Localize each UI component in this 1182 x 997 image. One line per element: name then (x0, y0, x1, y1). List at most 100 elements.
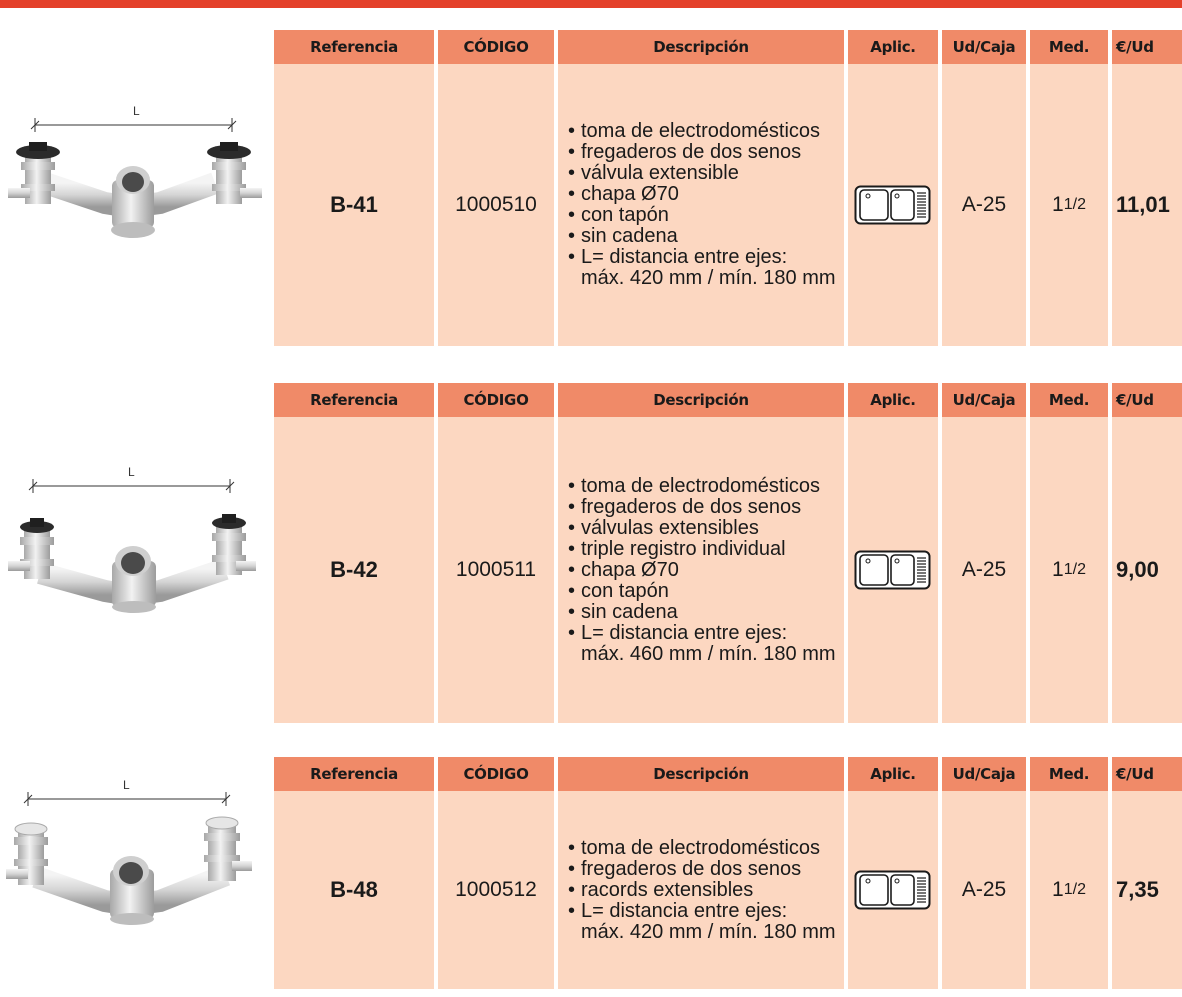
list-item: chapa Ø70 (568, 559, 842, 581)
list-item: con tapón (568, 205, 842, 227)
description-list: toma de electrodomésticos fregaderos de … (560, 837, 842, 943)
header-descripcion: Descripción (558, 30, 844, 64)
siphon-drawing: L (8, 465, 256, 613)
header-ud-caja: Ud/Caja (942, 383, 1026, 417)
descripcion-cell: toma de electrodomésticos fregaderos de … (558, 64, 844, 346)
header-referencia: Referencia (274, 30, 434, 64)
header-precio: €/Ud (1112, 757, 1182, 791)
referencia-value: B-42 (274, 417, 434, 723)
dimension-label: L (123, 778, 130, 792)
list-item: sin cadena (568, 601, 842, 623)
product-b48: L Referencia CÓDIGO Descripción Aplic. U… (0, 757, 1182, 989)
med-fraction: 1/2 (1063, 881, 1086, 898)
header-precio: €/Ud (1112, 383, 1182, 417)
list-item: válvula extensible (568, 163, 842, 185)
top-accent-bar (0, 0, 1182, 8)
med-fraction: 1/2 (1063, 196, 1086, 213)
med-value: 1 1/2 (1030, 417, 1108, 723)
description-list: toma de electrodomésticos fregaderos de … (560, 475, 842, 665)
header-descripcion: Descripción (558, 757, 844, 791)
header-ud-caja: Ud/Caja (942, 757, 1026, 791)
double-sink-icon (854, 870, 931, 910)
list-item: racords extensibles (568, 879, 842, 901)
price-value: 9,00 (1112, 417, 1182, 723)
list-item: toma de electrodomésticos (568, 837, 842, 859)
list-item: fregaderos de dos senos (568, 858, 842, 880)
distance-range: máx. 460 mm / mín. 180 mm (581, 642, 836, 665)
descripcion-cell: toma de electrodomésticos fregaderos de … (558, 791, 844, 989)
table-header-row: Referencia CÓDIGO Descripción Aplic. Ud/… (274, 757, 1182, 791)
list-item-continuation: máx. 420 mm / mín. 180 mm (568, 920, 842, 943)
table-row: B-42 1000511 toma de electrodomésticos f… (274, 417, 1182, 723)
product-table: Referencia CÓDIGO Descripción Aplic. Ud/… (274, 757, 1182, 989)
distance-range: máx. 420 mm / mín. 180 mm (581, 267, 836, 289)
list-item: fregaderos de dos senos (568, 142, 842, 164)
siphon-drawing: L (8, 104, 262, 238)
header-codigo: CÓDIGO (438, 383, 554, 417)
list-item: toma de electrodomésticos (568, 121, 842, 143)
med-whole: 1 (1052, 878, 1064, 901)
codigo-value: 1000512 (438, 791, 554, 989)
list-item: chapa Ø70 (568, 184, 842, 206)
product-illustration: L (0, 383, 270, 723)
list-item: con tapón (568, 580, 842, 602)
list-item: L= distancia entre ejes: (568, 900, 842, 922)
codigo-value: 1000511 (438, 417, 554, 723)
price-value: 11,01 (1112, 64, 1182, 346)
header-aplic: Aplic. (848, 30, 938, 64)
product-b41: L Referencia CÓDIGO Descripción Aplic. (0, 30, 1182, 346)
product-table: Referencia CÓDIGO Descripción Aplic. Ud/… (274, 30, 1182, 346)
price-value: 7,35 (1112, 791, 1182, 989)
distance-range: máx. 420 mm / mín. 180 mm (581, 920, 836, 943)
referencia-value: B-48 (274, 791, 434, 989)
list-item-continuation: máx. 420 mm / mín. 180 mm (568, 268, 842, 289)
codigo-value: 1000510 (438, 64, 554, 346)
med-value: 1 1/2 (1030, 791, 1108, 989)
table-header-row: Referencia CÓDIGO Descripción Aplic. Ud/… (274, 30, 1182, 64)
product-illustration: L (0, 30, 270, 346)
list-item: fregaderos de dos senos (568, 496, 842, 518)
double-sink-icon (854, 550, 931, 590)
header-precio: €/Ud (1112, 30, 1182, 64)
header-codigo: CÓDIGO (438, 757, 554, 791)
header-med: Med. (1030, 757, 1108, 791)
aplic-cell (848, 64, 938, 346)
med-fraction: 1/2 (1063, 561, 1086, 578)
header-aplic: Aplic. (848, 383, 938, 417)
header-ud-caja: Ud/Caja (942, 30, 1026, 64)
list-item: L= distancia entre ejes: (568, 622, 842, 644)
header-med: Med. (1030, 30, 1108, 64)
header-aplic: Aplic. (848, 757, 938, 791)
dimension-label: L (128, 465, 135, 479)
header-referencia: Referencia (274, 757, 434, 791)
header-descripcion: Descripción (558, 383, 844, 417)
list-item: toma de electrodomésticos (568, 475, 842, 497)
dimension-label: L (133, 104, 140, 118)
ud-caja-value: A-25 (942, 64, 1026, 346)
ud-caja-value: A-25 (942, 417, 1026, 723)
list-item: triple registro individual (568, 538, 842, 560)
list-item: L= distancia entre ejes: (568, 247, 842, 269)
list-item-continuation: máx. 460 mm / mín. 180 mm (568, 642, 842, 665)
table-row: B-41 1000510 toma de electrodomésticos f… (274, 64, 1182, 346)
product-table: Referencia CÓDIGO Descripción Aplic. Ud/… (274, 383, 1182, 723)
product-b42: L Referencia CÓDIGO Descripción Aplic. (0, 383, 1182, 723)
med-whole: 1 (1052, 558, 1064, 581)
referencia-value: B-41 (274, 64, 434, 346)
med-value: 1 1/2 (1030, 64, 1108, 346)
product-illustration: L (0, 757, 270, 989)
siphon-drawing: L (6, 778, 252, 925)
double-sink-icon (854, 185, 931, 225)
table-row: B-48 1000512 toma de electrodomésticos f… (274, 791, 1182, 989)
ud-caja-value: A-25 (942, 791, 1026, 989)
header-referencia: Referencia (274, 383, 434, 417)
aplic-cell (848, 417, 938, 723)
list-item: válvulas extensibles (568, 517, 842, 539)
header-codigo: CÓDIGO (438, 30, 554, 64)
med-whole: 1 (1052, 193, 1064, 216)
list-item: sin cadena (568, 226, 842, 248)
header-med: Med. (1030, 383, 1108, 417)
description-list: toma de electrodomésticos fregaderos de … (560, 121, 842, 289)
descripcion-cell: toma de electrodomésticos fregaderos de … (558, 417, 844, 723)
aplic-cell (848, 791, 938, 989)
